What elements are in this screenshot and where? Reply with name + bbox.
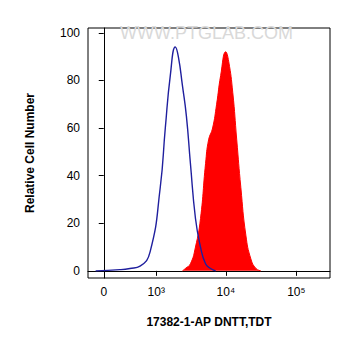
svg-text:100: 100 [60,26,80,40]
svg-text:10⁴: 10⁴ [217,285,236,299]
svg-text:Relative Cell Number: Relative Cell Number [23,93,37,213]
svg-text:10³: 10³ [148,285,165,299]
svg-text:10⁵: 10⁵ [287,285,305,299]
svg-text:0: 0 [73,264,80,278]
svg-text:80: 80 [67,73,81,87]
svg-text:60: 60 [67,121,81,135]
svg-text:WWW.PTGLAB.COM: WWW.PTGLAB.COM [120,23,293,43]
svg-text:40: 40 [67,169,81,183]
svg-text:0: 0 [100,285,107,299]
svg-text:17382-1-AP DNTT,TDT: 17382-1-AP DNTT,TDT [146,315,272,329]
svg-text:20: 20 [67,216,81,230]
